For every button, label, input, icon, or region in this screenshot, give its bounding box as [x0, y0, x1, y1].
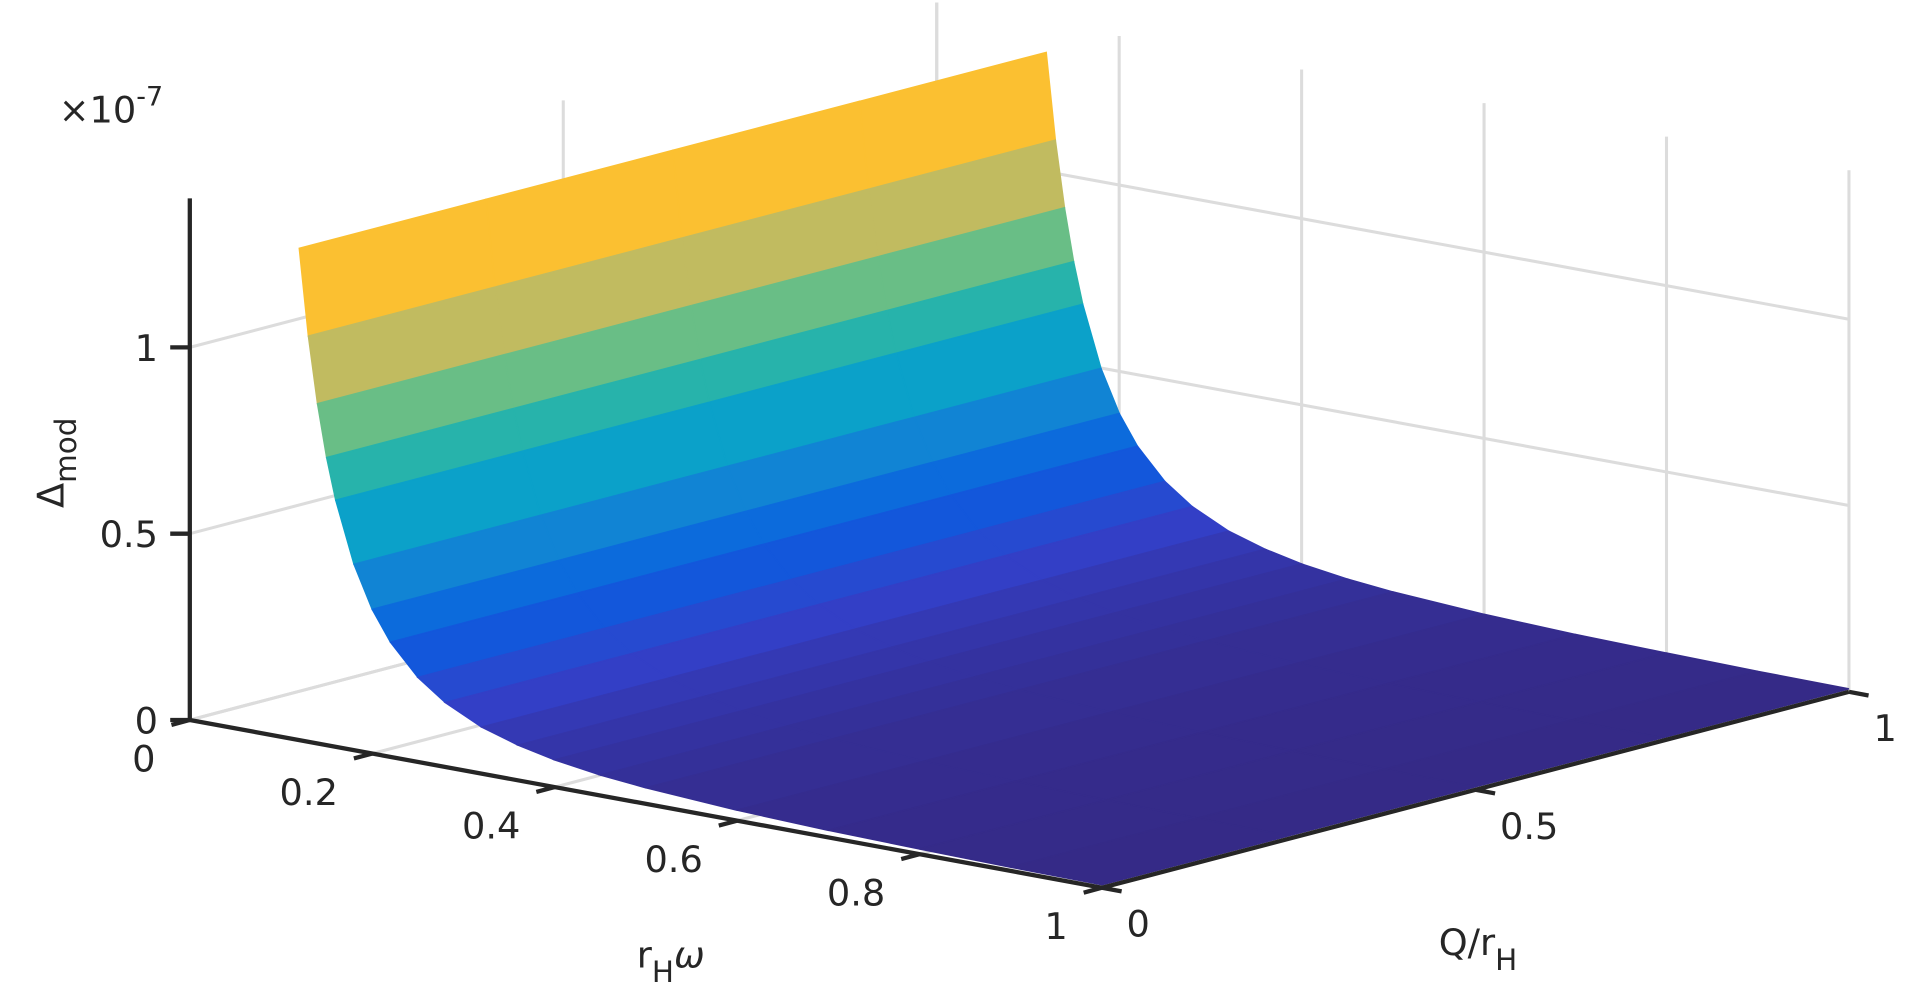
- x-axis: [189, 717, 1103, 890]
- z-tick-label: 1: [135, 327, 158, 370]
- z-exponent-base: ×10: [59, 88, 137, 131]
- axes: 0 0.5 1 0 0.2 0.4 0.6 0.8 1 0 0.5 1: [100, 198, 1897, 948]
- x-axis-label: rHω: [637, 933, 705, 989]
- surface-patch: [1010, 817, 1289, 886]
- y-tick-label: 0: [1127, 903, 1150, 946]
- grid-line: [936, 149, 1850, 321]
- x-label-symbol: ω: [674, 933, 705, 976]
- y-tick-label: 0.5: [1500, 805, 1558, 848]
- x-tick-label: 0.4: [462, 805, 520, 848]
- z-tick-label: 0: [135, 699, 158, 742]
- y-axis-label: Q/rH: [1439, 921, 1517, 977]
- y-tick: [1848, 689, 1869, 698]
- x-label-main: r: [637, 933, 653, 976]
- z-axis-label: Δmod: [30, 418, 83, 508]
- z-label-main: Δ: [30, 483, 73, 508]
- x-tick: [1083, 885, 1103, 895]
- x-tick-label: 0.6: [644, 838, 702, 881]
- z-exponent: ×10-7: [59, 81, 163, 131]
- x-tick: [535, 785, 556, 795]
- x-tick-label: 0: [132, 737, 155, 780]
- surface: [298, 51, 1850, 886]
- y-label-main: Q/r: [1439, 921, 1496, 964]
- y-tick-label: 1: [1873, 707, 1896, 750]
- y-label-sub: H: [1495, 943, 1517, 977]
- x-tick: [718, 818, 738, 828]
- x-tick-label: 1: [1044, 905, 1067, 948]
- x-tick-label: 0.8: [827, 872, 885, 915]
- y-tick: [1475, 787, 1496, 796]
- y-tick: [1101, 885, 1123, 894]
- x-tick: [900, 852, 921, 862]
- x-tick-label: 0.2: [280, 771, 338, 814]
- z-exponent-power: -7: [136, 81, 163, 112]
- x-tick: [353, 751, 373, 761]
- z-label-sub: mod: [49, 418, 83, 483]
- x-label-sub: H: [652, 955, 674, 989]
- x-tick: [170, 717, 191, 727]
- z-tick-label: 0.5: [100, 513, 158, 556]
